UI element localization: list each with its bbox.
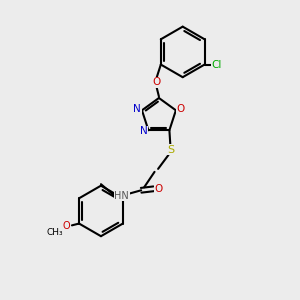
- Text: Cl: Cl: [212, 59, 222, 70]
- Text: S: S: [167, 145, 174, 154]
- Text: O: O: [155, 184, 163, 194]
- Text: O: O: [176, 104, 185, 114]
- Text: O: O: [152, 77, 160, 87]
- Text: HN: HN: [115, 190, 129, 201]
- Text: N: N: [140, 126, 148, 136]
- Text: O: O: [62, 221, 70, 231]
- Text: N: N: [133, 104, 141, 114]
- Text: CH₃: CH₃: [47, 228, 64, 237]
